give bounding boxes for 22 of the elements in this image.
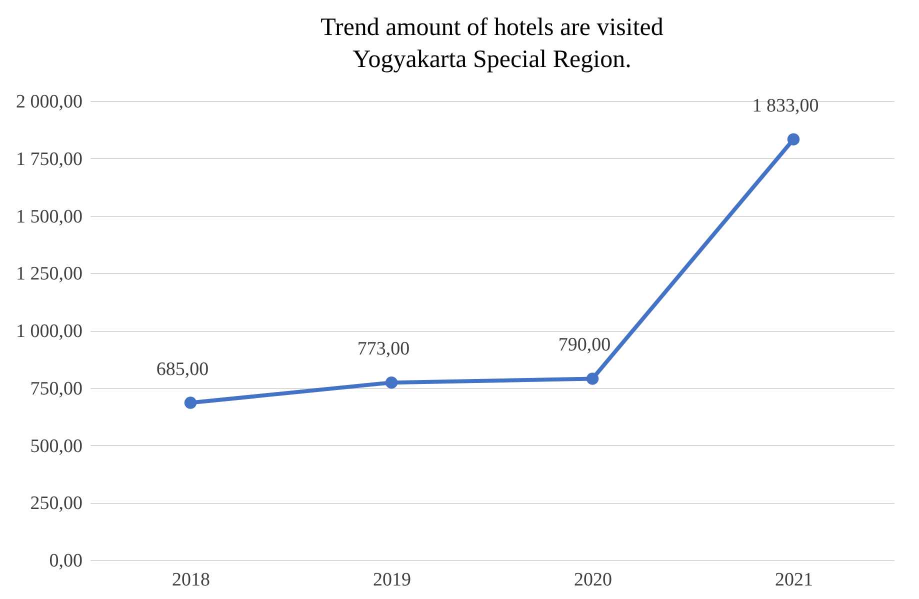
data-label: 685,00 xyxy=(156,358,209,380)
x-tick-label: 2020 xyxy=(574,570,612,590)
y-tick-label: 1 000,00 xyxy=(16,321,82,342)
point xyxy=(184,396,197,409)
chart-title: Trend amount of hotels are visited Yogyakarta Special Region. xyxy=(320,14,664,73)
y-tick-label: 2 000,00 xyxy=(16,92,82,112)
y-tick-label: 250,00 xyxy=(30,493,82,514)
y-tick-label: 1 250,00 xyxy=(16,264,82,285)
point xyxy=(385,376,398,389)
y-tick-label: 750,00 xyxy=(30,378,82,400)
x-tick-label: 2021 xyxy=(775,570,813,590)
data-label: 773,00 xyxy=(357,338,410,360)
point xyxy=(787,133,800,146)
y-tick-label: 1 750,00 xyxy=(16,148,82,170)
data-label: 1 833,00 xyxy=(752,95,819,116)
x-tick-label: 2018 xyxy=(172,570,210,590)
data-label: 790,00 xyxy=(558,334,611,356)
y-tick-label: 1 500,00 xyxy=(16,206,82,228)
point xyxy=(586,372,599,385)
y-tick-label: 500,00 xyxy=(30,436,82,457)
x-tick-label: 2019 xyxy=(373,570,411,590)
y-tick-label: 0,00 xyxy=(49,550,82,572)
